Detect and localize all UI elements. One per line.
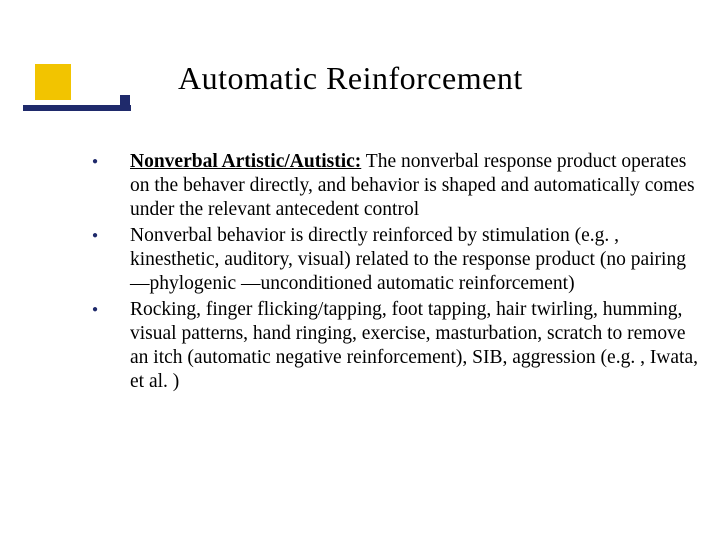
bullet-text: Rocking, finger flicking/tapping, foot t… [130, 298, 700, 394]
accent-navy-bar [23, 105, 131, 111]
bullet-rest: Rocking, finger flicking/tapping, foot t… [130, 299, 698, 392]
slide-title: Automatic Reinforcement [178, 60, 523, 97]
bullet-marker-icon: ● [60, 150, 130, 174]
slide: Automatic Reinforcement ● Nonverbal Arti… [0, 0, 720, 540]
bullet-lead: Nonverbal Artistic/Autistic: [130, 151, 361, 172]
bullet-rest: Nonverbal behavior is directly reinforce… [130, 225, 686, 294]
bullet-item: ● Nonverbal Artistic/Autistic: The nonve… [60, 150, 700, 222]
slide-body: ● Nonverbal Artistic/Autistic: The nonve… [60, 150, 700, 396]
bullet-marker-icon: ● [60, 224, 130, 248]
bullet-item: ● Rocking, finger flicking/tapping, foot… [60, 298, 700, 394]
accent-yellow-square [35, 64, 71, 100]
bullet-marker-icon: ● [60, 298, 130, 322]
bullet-text: Nonverbal Artistic/Autistic: The nonverb… [130, 150, 700, 222]
bullet-item: ● Nonverbal behavior is directly reinfor… [60, 224, 700, 296]
accent-navy-square [120, 95, 130, 105]
bullet-text: Nonverbal behavior is directly reinforce… [130, 224, 700, 296]
